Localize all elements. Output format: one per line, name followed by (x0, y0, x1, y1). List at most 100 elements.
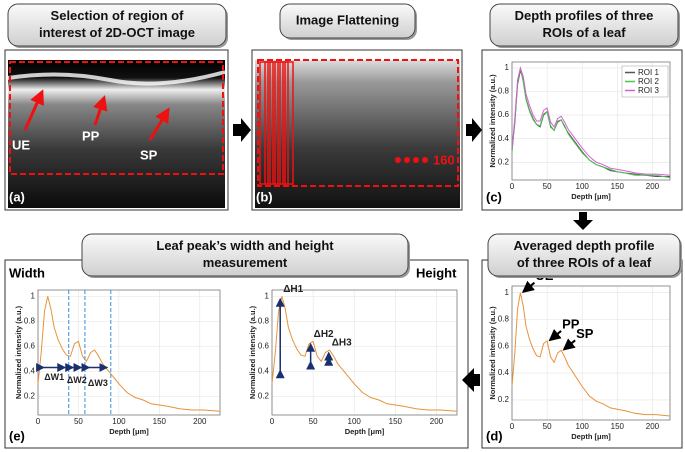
peak-arrow (562, 338, 576, 351)
x-tick-label: 50 (309, 417, 318, 426)
panel-title: measurement (203, 255, 288, 270)
peak-arrow (521, 280, 536, 293)
roi-box (257, 59, 459, 187)
surface (7, 70, 226, 86)
y-tick-label: 0.2 (258, 391, 270, 400)
series-line (511, 292, 671, 417)
x-tick-label: 100 (348, 417, 362, 426)
x-tick-label: 0 (510, 422, 515, 431)
x-tick-label: 0 (510, 182, 515, 191)
y-tick-label: 1 (31, 291, 36, 300)
panel-label: (a) (9, 189, 25, 204)
arrow (23, 89, 44, 131)
flow-arrow (573, 212, 593, 230)
y-tick-label: 0.2 (24, 391, 36, 400)
columns (259, 61, 294, 185)
count-label: 160 (433, 152, 455, 167)
panel-label: (b) (256, 189, 273, 204)
series-line (271, 296, 458, 412)
x-tick-label: 100 (112, 417, 126, 426)
x-tick-label: 200 (193, 417, 207, 426)
x-axis-label: Depth [μm] (345, 427, 385, 436)
plot-frame (511, 61, 671, 181)
peak-label: SP (576, 326, 594, 341)
title-box (81, 233, 409, 277)
series-line (37, 296, 221, 412)
annotation: SP (140, 147, 158, 162)
legend-label: ROI 1 (638, 68, 659, 77)
panel-label: (e) (9, 428, 25, 443)
x-tick-label: 50 (74, 417, 83, 426)
roi-box (9, 61, 224, 175)
legend-label: ROI 2 (638, 77, 659, 86)
panel-title: Image Flattening (296, 12, 399, 27)
title-box (279, 3, 416, 39)
y-tick-label: 0.6 (498, 110, 510, 119)
x-tick-label: 200 (430, 417, 444, 426)
y-tick-label: 1 (265, 291, 270, 300)
x-tick-label: 100 (576, 422, 590, 431)
series-line (511, 67, 671, 179)
annotation: PP (82, 128, 100, 143)
arrow (148, 107, 170, 141)
series-line (511, 66, 671, 176)
title-box (487, 233, 681, 277)
panel-title: Depth profiles of three (515, 8, 654, 23)
panel-title: Selection of region of (51, 8, 185, 23)
arrow (93, 95, 108, 126)
y-tick-label: 0.6 (258, 341, 270, 350)
y-tick-label: 0.8 (258, 316, 270, 325)
width-label: ΔW3 (88, 378, 108, 388)
panel-label: (d) (486, 428, 503, 443)
plot-frame (511, 285, 671, 421)
y-tick-label: 0.8 (498, 315, 510, 324)
y-axis-label: Normalized intensity (a.u.) (248, 305, 257, 399)
oct-image (8, 60, 225, 208)
y-tick-label: 0.4 (24, 366, 36, 375)
panel-title: ROIs of a leaf (542, 25, 626, 40)
y-tick-label: 0.4 (498, 368, 510, 377)
y-tick-label: 1 (505, 63, 510, 72)
x-tick-label: 150 (153, 417, 167, 426)
height-label: ΔH3 (332, 338, 352, 349)
y-tick-label: 0.6 (498, 341, 510, 350)
annotation: UE (12, 137, 30, 152)
legend-label: ROI 3 (638, 86, 659, 95)
x-tick-label: 150 (389, 417, 403, 426)
y-axis-label: Normalized intensity (a.u.) (488, 306, 497, 400)
plot-frame (271, 289, 458, 416)
panel-title: Averaged depth profile (513, 238, 654, 253)
x-tick-label: 200 (646, 182, 660, 191)
x-axis-label: Depth [μm] (109, 427, 149, 436)
width-title: Width (9, 265, 45, 280)
x-tick-label: 50 (543, 182, 552, 191)
y-tick-label: 0.4 (258, 366, 270, 375)
y-tick-label: 0.2 (498, 157, 510, 166)
x-tick-label: 150 (611, 422, 625, 431)
width-label: ΔW2 (67, 375, 87, 385)
y-tick-label: 0.2 (498, 395, 510, 404)
x-tick-label: 200 (646, 422, 660, 431)
x-axis-label: Depth [μm] (571, 432, 611, 441)
x-tick-label: 100 (576, 182, 590, 191)
x-tick-label: 0 (36, 417, 41, 426)
panel-title: interest of 2D-OCT image (39, 25, 195, 40)
flow-arrow (233, 118, 251, 142)
y-axis-label: Normalized intensity (a.u.) (14, 305, 23, 399)
y-tick-label: 0.8 (498, 87, 510, 96)
x-axis-label: Depth [μm] (571, 192, 611, 201)
width-label: ΔW1 (44, 372, 64, 382)
title-box (489, 3, 679, 47)
x-tick-label: 150 (611, 182, 625, 191)
dots (395, 157, 428, 163)
height-title: Height (416, 265, 457, 280)
x-tick-label: 50 (543, 422, 552, 431)
y-tick-label: 1 (505, 288, 510, 297)
peak-label: PP (562, 316, 580, 331)
height-label: ΔH1 (283, 284, 303, 295)
flow-arrow (462, 368, 480, 392)
flow-arrow (466, 118, 482, 142)
title-box (7, 3, 227, 47)
plot-frame (37, 289, 221, 416)
